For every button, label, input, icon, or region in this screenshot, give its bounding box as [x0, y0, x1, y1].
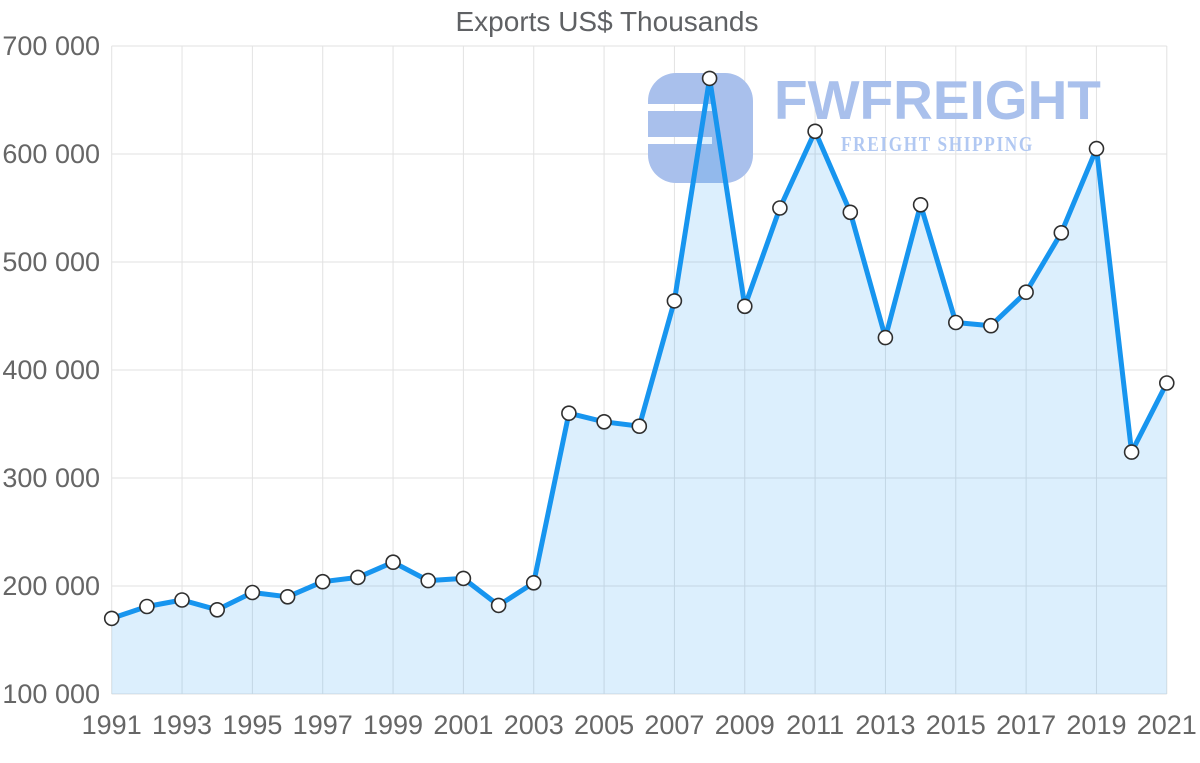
x-tick-label: 2017 [996, 710, 1057, 740]
data-point-2017[interactable] [1018, 284, 1034, 301]
y-tick-label: 500 000 [2, 247, 100, 277]
x-tick-label: 2001 [433, 710, 494, 740]
x-tick-label: 1995 [222, 710, 283, 740]
data-point-1993[interactable] [174, 592, 190, 608]
data-point-2006[interactable] [631, 418, 648, 435]
data-point-2013[interactable] [877, 329, 894, 346]
x-tick-label: 2007 [644, 710, 705, 740]
x-tick-label: 1991 [81, 710, 142, 740]
data-point-2015[interactable] [947, 314, 964, 331]
data-point-1996[interactable] [279, 588, 296, 605]
y-tick-label: 300 000 [2, 463, 100, 493]
data-point-2014[interactable] [912, 197, 929, 213]
x-tick-label: 1999 [363, 710, 424, 740]
data-point-1997[interactable] [314, 573, 331, 590]
data-point-2002[interactable] [490, 597, 507, 614]
data-point-2005[interactable] [596, 413, 612, 430]
watermark-subtitle: FREIGHT SHIPPING [840, 132, 1034, 156]
data-point-2012[interactable] [842, 204, 859, 221]
x-tick-label: 1997 [292, 710, 353, 740]
y-tick-label: 700 000 [2, 31, 100, 61]
data-point-2004[interactable] [561, 405, 577, 422]
data-point-1994[interactable] [209, 601, 225, 618]
x-tick-label: 2009 [714, 710, 775, 740]
data-point-2021[interactable] [1159, 375, 1175, 391]
x-tick-label: 2019 [1066, 710, 1127, 740]
data-point-1998[interactable] [350, 569, 366, 586]
data-point-2003[interactable] [525, 574, 542, 591]
x-tick-label: 2015 [925, 710, 986, 740]
x-tick-label: 1993 [151, 710, 213, 740]
data-point-2008[interactable] [701, 70, 718, 87]
watermark-text: FWFREIGHT FREIGHT SHIPPING [774, 73, 1101, 157]
data-point-1991[interactable] [103, 610, 120, 627]
x-tick-label: 2011 [786, 710, 845, 740]
data-point-1995[interactable] [244, 584, 261, 601]
x-tick-label: 2021 [1136, 710, 1197, 740]
data-point-2019[interactable] [1088, 140, 1105, 157]
data-point-2011[interactable] [807, 123, 823, 140]
y-tick-label: 200 000 [2, 571, 100, 601]
y-tick-label: 400 000 [2, 355, 100, 385]
data-point-2020[interactable] [1123, 444, 1140, 460]
data-point-2000[interactable] [420, 572, 437, 589]
y-tick-label: 600 000 [2, 139, 100, 169]
data-point-1999[interactable] [385, 554, 401, 571]
x-tick-label: 2005 [574, 710, 635, 740]
x-tick-label: 2003 [503, 710, 564, 740]
y-tick-label: 100 000 [2, 679, 100, 709]
data-point-2010[interactable] [772, 200, 788, 216]
series-area [111, 78, 1167, 694]
data-point-2001[interactable] [455, 570, 472, 587]
data-point-2007[interactable] [666, 293, 683, 309]
data-point-2018[interactable] [1053, 225, 1070, 241]
chart-title: Exports US$ Thousands [455, 6, 759, 37]
data-point-2016[interactable] [983, 317, 999, 334]
data-point-1992[interactable] [139, 598, 155, 615]
data-point-2009[interactable] [736, 298, 753, 315]
watermark-brand: FWFREIGHT [774, 69, 1101, 131]
x-tick-label: 2013 [855, 710, 916, 740]
